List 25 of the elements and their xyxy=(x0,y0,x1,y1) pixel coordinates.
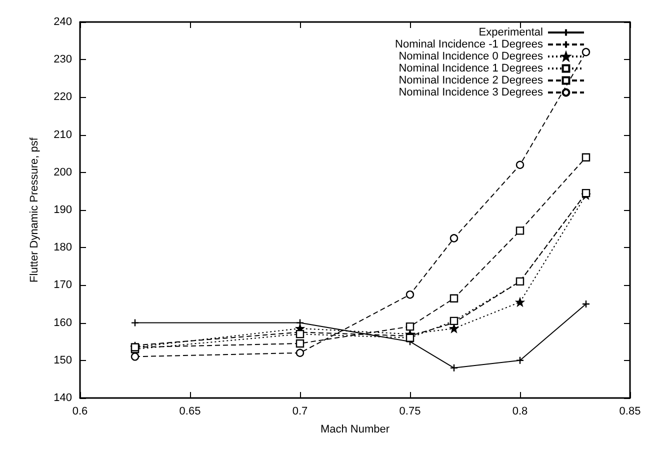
y-tick-label: 230 xyxy=(54,54,72,66)
y-tick-label: 190 xyxy=(54,204,72,216)
y-tick-label: 160 xyxy=(54,316,72,329)
y-tick-label: 140 xyxy=(54,392,72,404)
x-tick-label: 0.7 xyxy=(292,406,308,418)
legend-label: Nominal Incidence -1 Degrees xyxy=(395,38,544,50)
y-axis-title: Flutter Dynamic Pressure, psf xyxy=(28,136,40,282)
x-tick-label: 0.8 xyxy=(512,406,528,418)
x-tick-label: 0.6 xyxy=(72,406,88,418)
legend-label: Experimental xyxy=(478,26,543,38)
y-tick-label: 220 xyxy=(54,91,72,104)
legend-label: Nominal Incidence 2 Degrees xyxy=(398,74,544,86)
x-tick-label: 0.65 xyxy=(179,406,201,418)
y-tick-label: 210 xyxy=(54,128,72,141)
x-tick-label: 0.75 xyxy=(399,406,421,418)
x-tick-label: 0.85 xyxy=(619,406,641,418)
legend-label: Nominal Incidence 3 Degrees xyxy=(398,86,544,98)
y-tick-label: 150 xyxy=(54,354,72,366)
y-tick-label: 200 xyxy=(54,166,72,178)
x-axis-title: Mach Number xyxy=(320,424,390,436)
y-tick-label: 180 xyxy=(54,242,72,254)
legend-label: Nominal Incidence 0 Degrees xyxy=(398,50,544,62)
y-tick-label: 170 xyxy=(54,279,72,292)
legend-label: Nominal Incidence 1 Degrees xyxy=(398,62,544,74)
y-tick-label: 240 xyxy=(54,16,72,28)
